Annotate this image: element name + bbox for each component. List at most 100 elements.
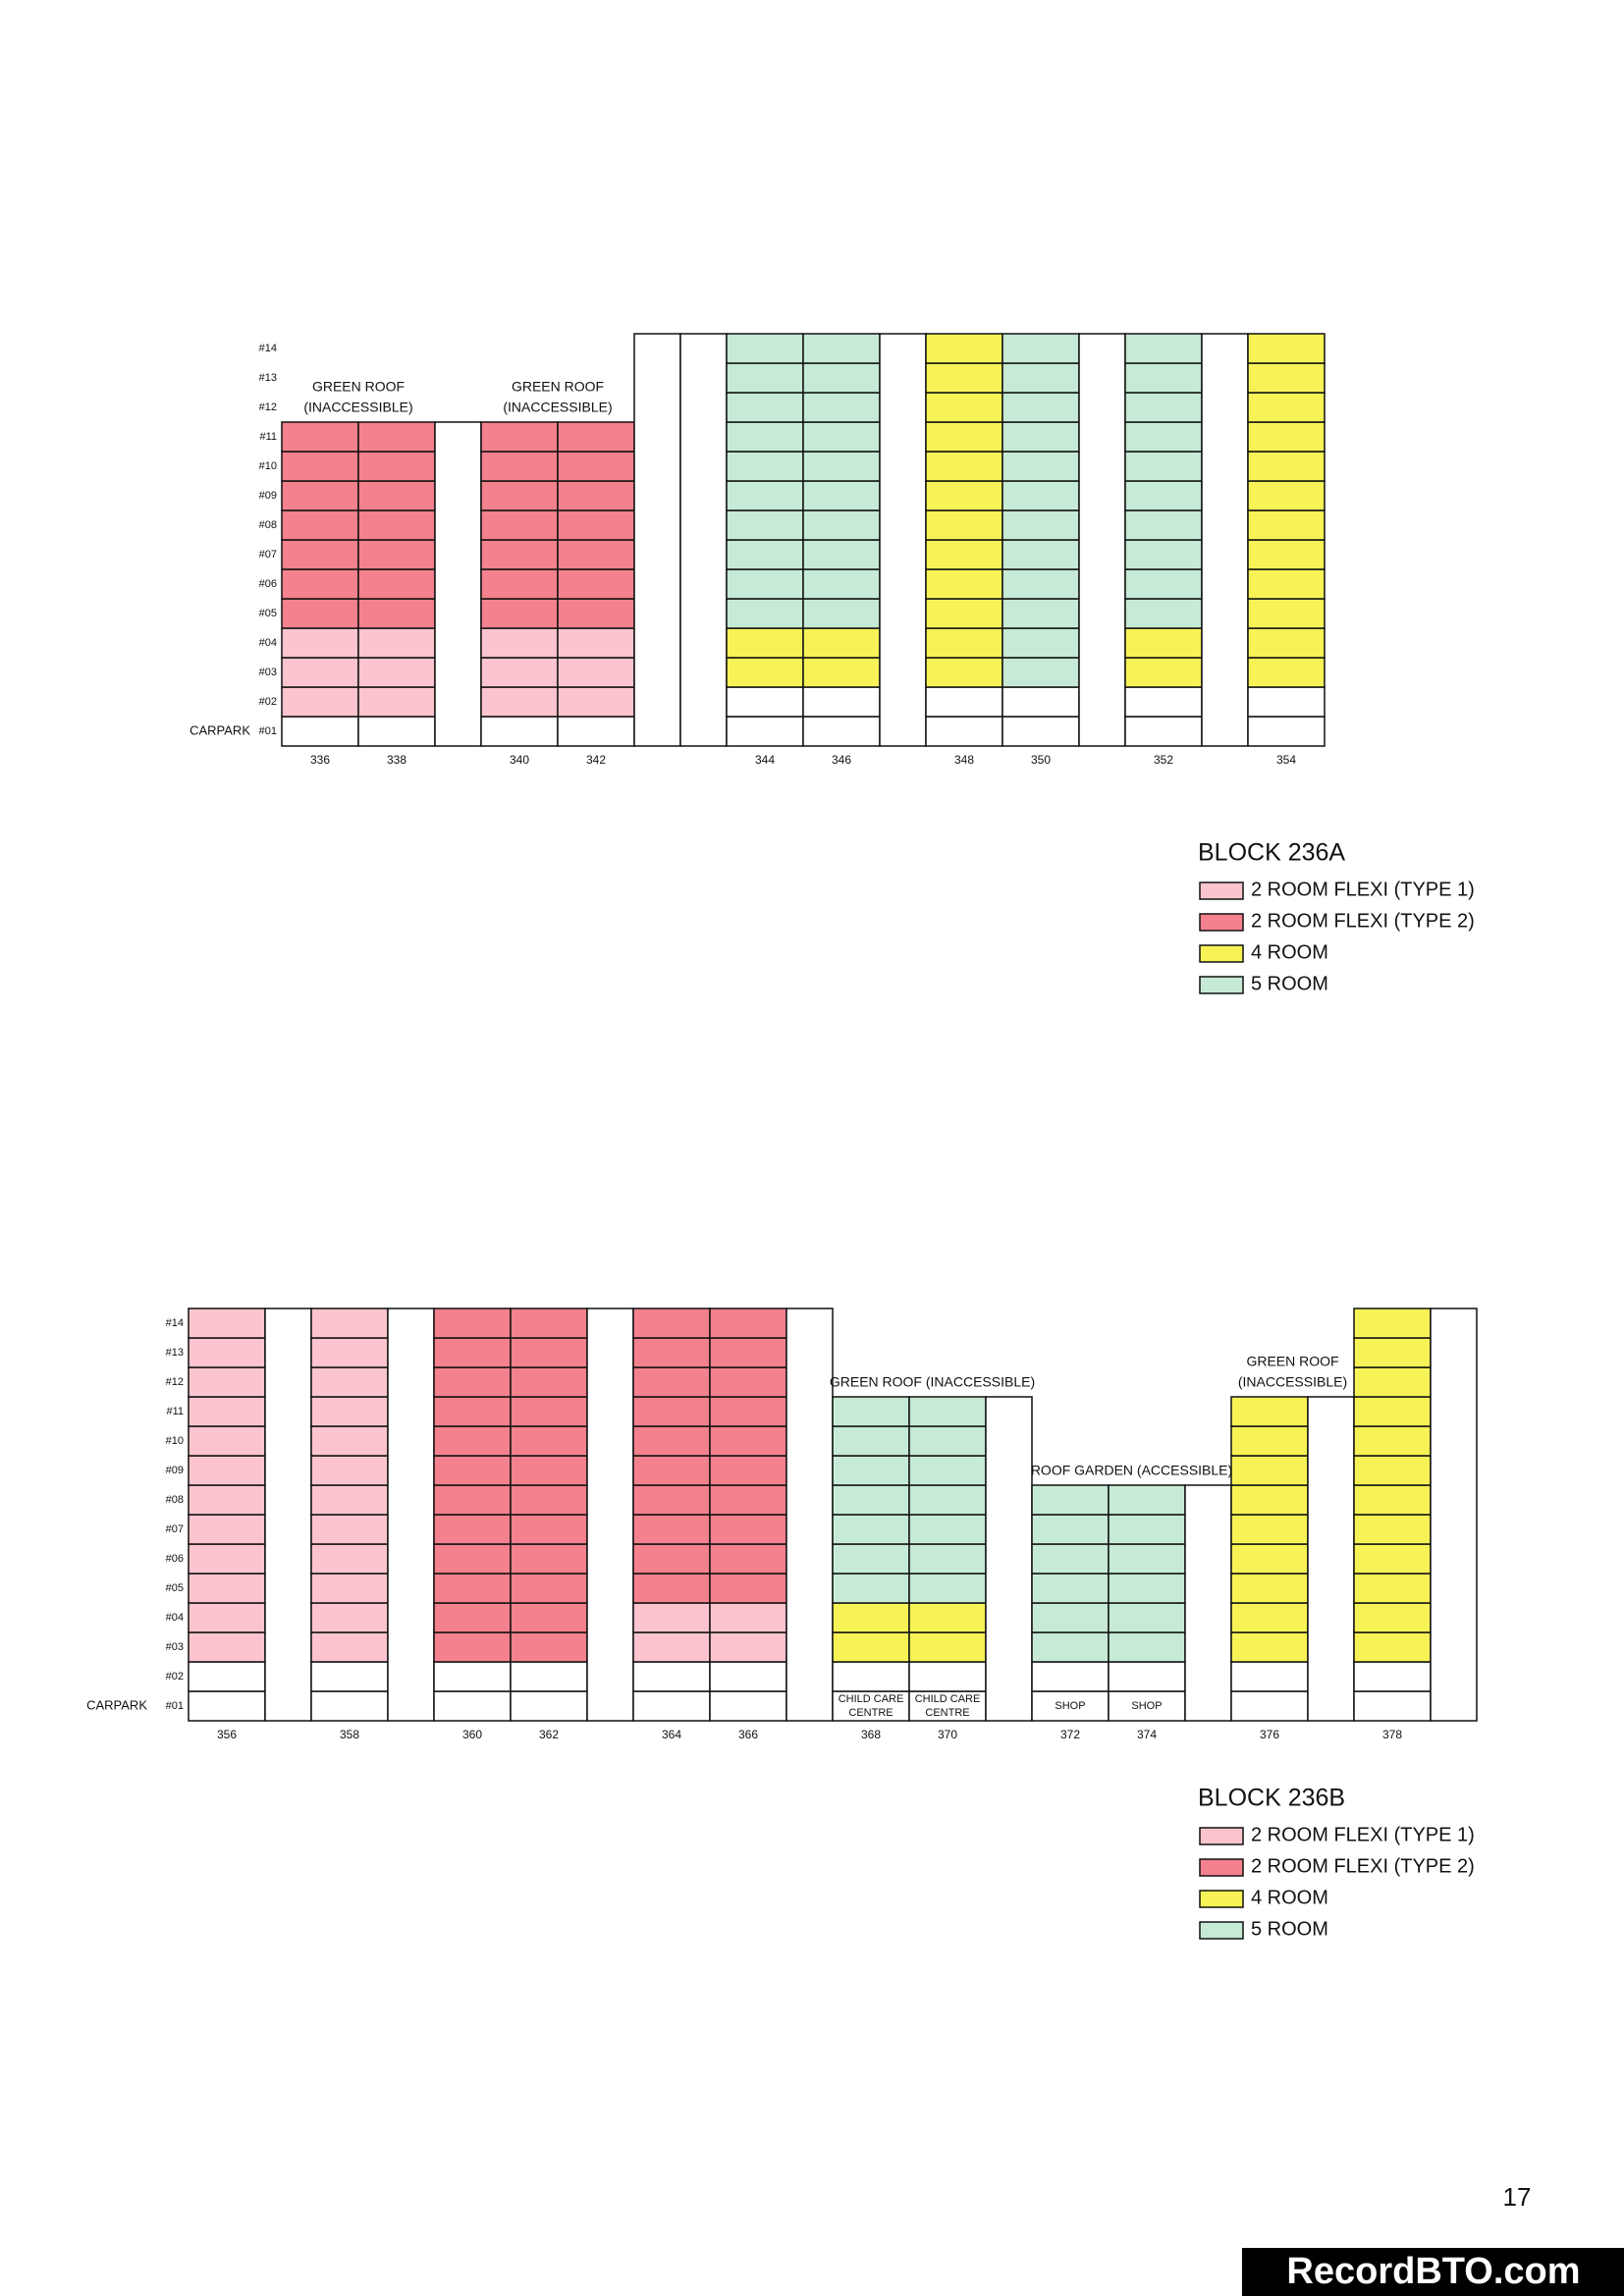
unit-cell [832,1573,910,1604]
unit-cell [1230,1425,1309,1457]
unit-cell [480,686,559,718]
unit-cell [188,1514,266,1545]
unit-cell [1230,1484,1309,1516]
unit-cell [802,451,881,482]
floor-label: #09 [259,490,277,502]
unit-cell [925,568,1003,600]
unit-cell [709,1484,787,1516]
unit-cell [908,1484,987,1516]
unit-cell [832,1396,910,1427]
legend-label: 2 ROOM FLEXI (TYPE 1) [1251,1824,1475,1845]
unit-cell [726,627,804,659]
unit-cell [726,657,804,688]
legend-swatch [1199,1858,1244,1877]
unit-cell [1031,1484,1110,1516]
floor-label: #02 [166,1671,184,1682]
unit-cell [802,362,881,394]
unit-cell [1001,392,1080,423]
unit-cell [188,1543,266,1575]
unit-cell [1353,1484,1432,1516]
legend-title: BLOCK 236A [1198,839,1345,867]
unit-cell [832,1661,910,1692]
unit-cell [1124,598,1203,629]
unit-cell [802,686,881,718]
unit-cell [480,568,559,600]
unit-number: 340 [510,753,529,767]
unit-cell [1247,392,1326,423]
spacer-column [879,333,927,747]
unit-cell [1230,1455,1309,1486]
floor-label: #01 [259,725,277,737]
unit-cell [908,1631,987,1663]
unit-cell [1230,1396,1309,1427]
unit-cell [832,1514,910,1545]
unit-cell [925,480,1003,511]
unit-cell [480,421,559,453]
unit-cell [480,657,559,688]
legend-label: 5 ROOM [1251,973,1328,994]
unit-cell [557,539,635,570]
unit-cell [802,509,881,541]
unit-cell [802,598,881,629]
floor-label: #07 [259,549,277,561]
unit-cell [310,1690,389,1722]
unit-cell [1001,598,1080,629]
unit-cell [1247,509,1326,541]
spacer-column [633,333,681,747]
unit-cell [557,480,635,511]
unit-cell [1001,716,1080,747]
unit-cell [925,392,1003,423]
unit-number: 338 [387,753,406,767]
unit-cell [632,1514,711,1545]
spacer-column [387,1308,435,1722]
unit-cell [709,1425,787,1457]
legend-label: 4 ROOM [1251,941,1328,963]
unit-cell [1247,686,1326,718]
unit-cell [908,1573,987,1604]
unit-cell [310,1631,389,1663]
unit-cell [925,362,1003,394]
unit-cell [510,1484,588,1516]
unit-cell [1108,1602,1186,1633]
unit-cell [357,568,436,600]
legend-swatch [1199,881,1244,900]
unit-number: 376 [1260,1728,1279,1741]
unit-cell [1031,1602,1110,1633]
legend-title: BLOCK 236B [1198,1785,1345,1812]
unit-cell [188,1366,266,1398]
floor-label: #09 [166,1465,184,1476]
unit-cell [832,1484,910,1516]
unit-cell [709,1661,787,1692]
unit-cell [925,509,1003,541]
unit-cell [1001,539,1080,570]
unit-cell [726,421,804,453]
unit-cell [557,686,635,718]
unit-cell [726,568,804,600]
spacer-column [1307,1396,1355,1722]
unit-number: 342 [586,753,606,767]
unit-cell [709,1337,787,1368]
unit-cell [1353,1543,1432,1575]
unit-cell [1001,686,1080,718]
unit-cell [802,627,881,659]
unit-cell [188,1661,266,1692]
unit-cell [709,1602,787,1633]
roof-note: GREEN ROOF (INACCESSIBLE) [830,1374,1035,1390]
unit-cell [832,1425,910,1457]
unit-cell [188,1425,266,1457]
unit-cell [433,1425,512,1457]
legend-label: 2 ROOM FLEXI (TYPE 2) [1251,1855,1475,1877]
unit-cell [632,1602,711,1633]
unit-cell [281,451,359,482]
floor-label: #08 [166,1494,184,1506]
unit-cell [726,480,804,511]
unit-cell [1001,627,1080,659]
unit-cell [925,598,1003,629]
unit-cell [557,451,635,482]
unit-cell [188,1573,266,1604]
legend-swatch [1199,976,1244,994]
unit-cell [1353,1602,1432,1633]
unit-cell [281,509,359,541]
unit-cell [1001,451,1080,482]
legend-swatch [1199,913,1244,932]
